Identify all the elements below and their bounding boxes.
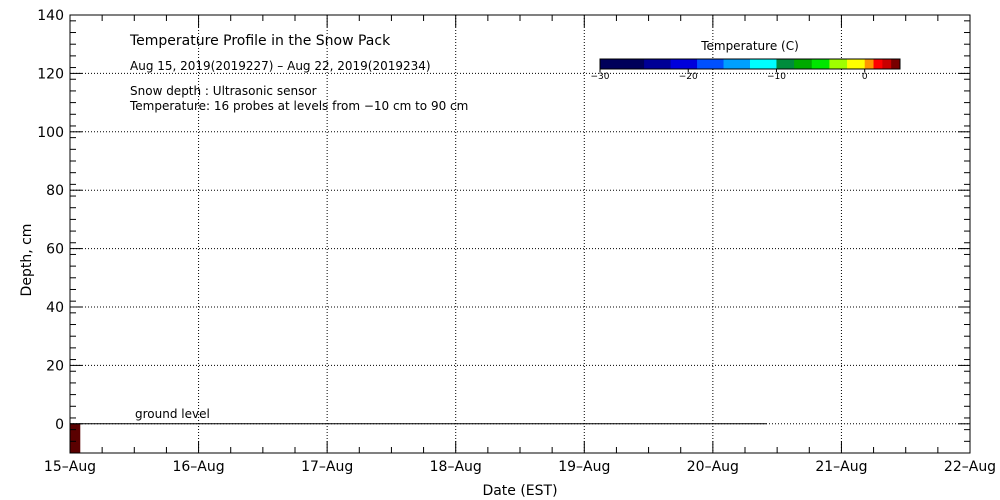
heatmap-cell bbox=[70, 423, 81, 453]
colorbar-title: Temperature (C) bbox=[700, 39, 799, 53]
heatmap-cells bbox=[70, 423, 81, 453]
colorbar-segment bbox=[670, 59, 698, 69]
colorbar-tick-label: −20 bbox=[679, 72, 698, 82]
axis-tick-labels: 0 20 40 60 80 100 120 140 15–Aug 16–Aug 17–Aug 18–A… bbox=[37, 8, 996, 475]
colorbar-segment bbox=[864, 59, 875, 69]
colorbar-tick-label: −30 bbox=[591, 72, 610, 82]
y-tick-label: 40 bbox=[46, 300, 64, 316]
x-tick-label: 22–Aug bbox=[944, 459, 996, 475]
note-snow-depth: Snow depth : Ultrasonic sensor bbox=[130, 84, 317, 98]
colorbar-segment bbox=[829, 59, 848, 69]
y-tick-label: 120 bbox=[37, 66, 64, 82]
colorbar-segment bbox=[600, 59, 645, 69]
colorbar-frame bbox=[599, 58, 901, 70]
colorbar-segment bbox=[776, 59, 795, 69]
grid-lines bbox=[70, 15, 970, 453]
colorbar-tick-label: 0 bbox=[862, 72, 868, 82]
chart-title: Temperature Profile in the Snow Pack bbox=[129, 33, 391, 49]
y-tick-label: 0 bbox=[55, 417, 64, 433]
date-range-text: Aug 15, 2019(2019227) – Aug 22, 2019(201… bbox=[130, 59, 431, 73]
colorbar-segment bbox=[811, 59, 830, 69]
colorbar-segment bbox=[794, 59, 813, 69]
x-axis-label: Date (EST) bbox=[482, 483, 557, 499]
plot-frame bbox=[69, 14, 971, 454]
axis-ticks bbox=[69, 14, 971, 454]
x-tick-label: 21–Aug bbox=[815, 459, 867, 475]
x-tick-label: 18–Aug bbox=[430, 459, 482, 475]
x-tick-label: 20–Aug bbox=[687, 459, 739, 475]
y-axis-label: Depth, cm bbox=[19, 224, 35, 297]
colorbar-segment bbox=[750, 59, 777, 69]
colorbar: Temperature (C) −30 −20 −10 0 bbox=[591, 39, 901, 82]
colorbar-segment bbox=[882, 59, 892, 69]
colorbar-tick-label: −10 bbox=[767, 72, 786, 82]
x-tick-label: 17–Aug bbox=[301, 459, 353, 475]
ground-level-label: ground level bbox=[135, 407, 210, 421]
x-tick-label: 19–Aug bbox=[558, 459, 610, 475]
colorbar-segment bbox=[891, 59, 901, 69]
y-tick-label: 140 bbox=[37, 8, 64, 24]
note-temperature-probes: Temperature: 16 probes at levels from −1… bbox=[129, 99, 468, 113]
y-tick-label: 100 bbox=[37, 125, 64, 141]
colorbar-segment bbox=[644, 59, 672, 69]
y-tick-label: 60 bbox=[46, 242, 64, 258]
y-tick-label: 20 bbox=[46, 358, 64, 374]
ground-level-line-group: ground level bbox=[70, 407, 767, 425]
colorbar-segment bbox=[873, 59, 883, 69]
y-tick-label: 80 bbox=[46, 183, 64, 199]
colorbar-segment bbox=[697, 59, 725, 69]
x-tick-label: 15–Aug bbox=[44, 459, 96, 475]
colorbar-segment bbox=[723, 59, 751, 69]
x-tick-label: 16–Aug bbox=[172, 459, 224, 475]
colorbar-segment bbox=[847, 59, 866, 69]
